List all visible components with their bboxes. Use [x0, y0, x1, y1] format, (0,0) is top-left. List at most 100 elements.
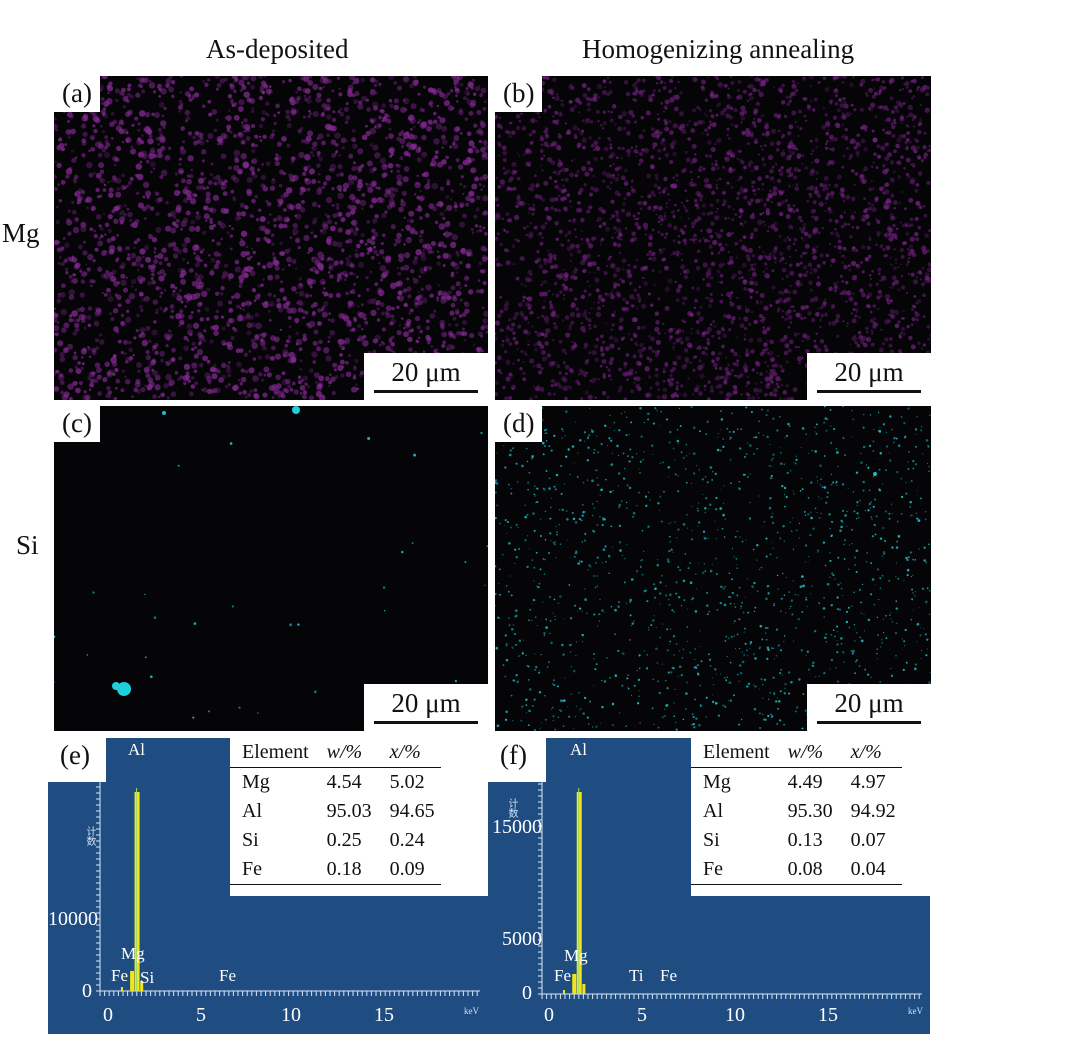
cell-element: Mg	[242, 771, 270, 793]
panel-label-f: (f)	[488, 738, 546, 782]
si-map-c-image	[54, 406, 488, 731]
panel-label-c: (c)	[54, 406, 100, 442]
cell-atomic: 94.92	[850, 800, 896, 822]
header-weight: w/%	[775, 738, 839, 768]
panel-label-b: (b)	[495, 76, 543, 112]
y-axis-label: 计数	[84, 826, 95, 846]
scale-bar-line	[817, 390, 921, 393]
x-tick-label: 10	[725, 1004, 745, 1026]
cell-weight: 0.13	[787, 829, 823, 851]
peak-label-al: Al	[128, 740, 145, 759]
column-title-homogenizing-annealing: Homogenizing annealing	[582, 34, 855, 64]
si-map-as-deposited: (c) 20 μm	[54, 406, 488, 731]
composition-table-e: Element w/% x/% Mg 4.54 5.02 Al 95.03 94…	[230, 738, 488, 896]
table-row: Si 0.13 0.07	[691, 826, 902, 855]
peak-label-mg: Mg	[121, 944, 145, 963]
scale-bar-b: 20 μm	[807, 353, 931, 400]
x-tick-label: 5	[637, 1004, 647, 1026]
y-tick-label: 0	[522, 982, 532, 1004]
spectrum-f-plot	[538, 774, 922, 999]
scale-bar-a: 20 μm	[364, 353, 488, 400]
peak-label-fe: Fe	[111, 966, 128, 985]
peak-label-mg: Mg	[564, 946, 588, 965]
table-row: Fe 0.08 0.04	[691, 855, 902, 885]
cell-weight: 95.30	[787, 800, 833, 822]
composition-table-f: Element w/% x/% Mg 4.49 4.97 Al 95.30 94…	[691, 738, 930, 896]
x-unit-label: keV	[908, 1006, 923, 1016]
scale-bar-d: 20 μm	[807, 684, 931, 731]
peak-label-ti: Ti	[629, 966, 644, 985]
mg-map-annealed: (b) 20 μm	[495, 76, 931, 400]
scale-bar-c: 20 μm	[364, 684, 488, 731]
cell-atomic: 4.97	[850, 771, 886, 793]
scale-bar-line	[374, 721, 478, 724]
table-row: Al 95.30 94.92	[691, 797, 902, 826]
table-header-row: Element w/% x/%	[691, 738, 902, 768]
header-atomic: x/%	[838, 738, 902, 768]
panel-label-e: (e)	[48, 738, 106, 782]
mg-map-a-image	[54, 76, 488, 400]
table-row: Mg 4.49 4.97	[691, 768, 902, 798]
x-tick-label: 10	[281, 1004, 301, 1026]
column-title-as-deposited: As-deposited	[206, 34, 349, 64]
cell-element: Fe	[230, 855, 315, 885]
scale-bar-text: 20 μm	[391, 688, 461, 718]
table-row: Al 95.03 94.65	[230, 797, 441, 826]
scale-bar-line	[374, 390, 478, 393]
cell-weight: 4.54	[326, 771, 362, 793]
peak-label-al: Al	[570, 740, 587, 759]
scale-bar-text: 20 μm	[391, 357, 461, 387]
panel-label-d: (d)	[495, 406, 543, 442]
row-label-si: Si	[16, 530, 39, 560]
peak-label-fe: Fe	[660, 966, 677, 985]
cell-element: Si	[703, 829, 720, 851]
table-row: Fe 0.18 0.09	[230, 855, 441, 885]
x-tick-label: 5	[196, 1004, 206, 1026]
header-weight: w/%	[314, 738, 378, 768]
cell-weight: 4.49	[787, 771, 823, 793]
mg-map-as-deposited: (a) 20 μm	[54, 76, 488, 400]
cell-atomic: 0.09	[377, 855, 441, 885]
table-row: Si 0.25 0.24	[230, 826, 441, 855]
x-tick-label: 15	[818, 1004, 838, 1026]
y-tick-label: 0	[82, 980, 92, 1002]
peak-label-fe: Fe	[219, 966, 236, 985]
y-tick-label: 10000	[48, 908, 98, 930]
cell-atomic: 0.07	[850, 829, 886, 851]
mg-map-b-image	[495, 76, 931, 400]
x-tick-label: 0	[103, 1004, 113, 1026]
cell-element: Mg	[703, 771, 731, 793]
x-unit-label: keV	[464, 1006, 479, 1016]
y-tick-label: 15000	[492, 816, 542, 838]
peak-label-fe: Fe	[554, 966, 571, 985]
table-row: Mg 4.54 5.02	[230, 768, 441, 798]
eds-spectrum-e: (e) Element w/% x/% Mg 4.54 5.02 Al 95.0…	[48, 738, 488, 1034]
cell-element: Si	[242, 829, 259, 851]
cell-element: Al	[703, 800, 723, 822]
cell-element: Al	[242, 800, 262, 822]
header-atomic: x/%	[377, 738, 441, 768]
cell-weight: 0.25	[326, 829, 362, 851]
cell-atomic: 0.24	[389, 829, 425, 851]
si-map-d-image	[495, 406, 931, 731]
row-label-mg: Mg	[2, 218, 40, 248]
peak-label-si: Si	[140, 968, 155, 987]
header-element: Element	[691, 738, 776, 768]
scale-bar-text: 20 μm	[834, 688, 904, 718]
cell-atomic: 5.02	[389, 771, 425, 793]
y-tick-label: 5000	[502, 928, 542, 950]
cell-element: Fe	[691, 855, 776, 885]
x-tick-label: 15	[374, 1004, 394, 1026]
cell-weight: 0.08	[775, 855, 839, 885]
header-element: Element	[230, 738, 315, 768]
cell-weight: 0.18	[314, 855, 378, 885]
x-tick-label: 0	[544, 1004, 554, 1026]
scale-bar-text: 20 μm	[834, 357, 904, 387]
table-header-row: Element w/% x/%	[230, 738, 441, 768]
y-axis-label: 计数	[506, 798, 517, 818]
spectrum-e-plot	[96, 774, 480, 996]
panel-label-a: (a)	[54, 76, 100, 112]
scale-bar-line	[817, 721, 921, 724]
cell-weight: 95.03	[326, 800, 372, 822]
cell-atomic: 94.65	[389, 800, 435, 822]
